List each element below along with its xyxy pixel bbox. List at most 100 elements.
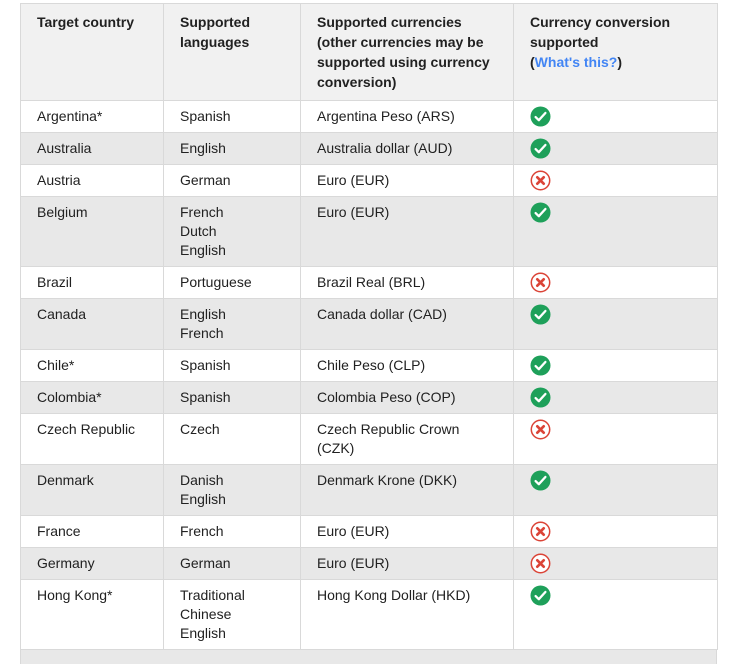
table-row: Australia English Australia dollar (AUD) <box>20 132 718 165</box>
languages-cell: Danish English <box>163 464 301 516</box>
header-supported-currencies-label: Supported currencies <box>317 14 462 30</box>
currency-cell: Czech Republic Crown (CZK) <box>300 413 514 465</box>
cutoff-next-row <box>20 650 717 664</box>
language-line: Czech <box>180 421 220 437</box>
languages-cell: Spanish <box>163 349 301 382</box>
languages-cell: English <box>163 132 301 165</box>
conversion-status-cell <box>513 100 718 133</box>
country-cell: Colombia* <box>20 381 164 414</box>
conversion-status-cell <box>513 196 718 267</box>
languages-cell: Czech <box>163 413 301 465</box>
check-circle-icon <box>530 106 701 127</box>
header-target-country: Target country <box>20 3 164 101</box>
country-cell: Belgium <box>20 196 164 267</box>
check-circle-icon <box>530 138 701 159</box>
currency-cell: Canada dollar (CAD) <box>300 298 514 350</box>
country-cell: Brazil <box>20 266 164 299</box>
table-row: Brazil Portuguese Brazil Real (BRL) <box>20 266 718 299</box>
country-cell: Germany <box>20 547 164 580</box>
languages-cell: Traditional Chinese English <box>163 579 301 650</box>
languages-cell: German <box>163 547 301 580</box>
language-line: French <box>180 523 224 539</box>
paren-close: ) <box>617 54 623 70</box>
country-support-table-wrap: Target country Supported languages Suppo… <box>20 3 736 650</box>
table-row: Colombia* Spanish Colombia Peso (COP) <box>20 381 718 414</box>
country-cell: Czech Republic <box>20 413 164 465</box>
language-line: Dutch <box>180 223 217 239</box>
paren-open: ( <box>530 54 535 70</box>
currency-cell: Chile Peso (CLP) <box>300 349 514 382</box>
languages-cell: Spanish <box>163 381 301 414</box>
table-row: Chile* Spanish Chile Peso (CLP) <box>20 349 718 382</box>
currency-cell: Euro (EUR) <box>300 196 514 267</box>
country-cell: Denmark <box>20 464 164 516</box>
language-line: German <box>180 172 231 188</box>
languages-cell: French Dutch English <box>163 196 301 267</box>
cross-circle-icon <box>530 170 701 191</box>
header-supported-languages: Supported languages <box>163 3 301 101</box>
table-row: Hong Kong* Traditional Chinese English Hong… <box>20 579 718 650</box>
table-row: Austria German Euro (EUR) <box>20 164 718 197</box>
country-cell: Austria <box>20 164 164 197</box>
language-line: Spanish <box>180 108 231 124</box>
conversion-status-cell <box>513 164 718 197</box>
language-line: Spanish <box>180 389 231 405</box>
country-cell: Argentina* <box>20 100 164 133</box>
table-row: Argentina* Spanish Argentina Peso (ARS) <box>20 100 718 133</box>
languages-cell: German <box>163 164 301 197</box>
cross-circle-icon <box>530 419 701 440</box>
country-cell: France <box>20 515 164 548</box>
check-circle-icon <box>530 202 701 223</box>
cross-circle-icon <box>530 553 701 574</box>
languages-cell: English French <box>163 298 301 350</box>
header-supported-languages-label: Supported languages <box>180 14 250 50</box>
language-line: French <box>180 204 224 220</box>
language-line: English <box>180 140 226 156</box>
country-cell: Australia <box>20 132 164 165</box>
conversion-status-cell <box>513 515 718 548</box>
country-support-table: Target country Supported languages Suppo… <box>20 3 718 650</box>
country-cell: Chile* <box>20 349 164 382</box>
currency-cell: Colombia Peso (COP) <box>300 381 514 414</box>
conversion-status-cell <box>513 547 718 580</box>
conversion-status-cell <box>513 579 718 650</box>
check-circle-icon <box>530 470 701 491</box>
conversion-status-cell <box>513 266 718 299</box>
header-supported-currencies-note: (other currencies may be supported using… <box>317 34 490 90</box>
language-line: English <box>180 491 226 507</box>
language-line: Portuguese <box>180 274 252 290</box>
language-line: English <box>180 242 226 258</box>
table-row: Germany German Euro (EUR) <box>20 547 718 580</box>
conversion-status-cell <box>513 464 718 516</box>
table-row: Canada English French Canada dollar (CAD) <box>20 298 718 350</box>
language-line: Danish <box>180 472 224 488</box>
languages-cell: Portuguese <box>163 266 301 299</box>
language-line: Spanish <box>180 357 231 373</box>
conversion-status-cell <box>513 349 718 382</box>
currency-cell: Euro (EUR) <box>300 164 514 197</box>
currency-cell: Euro (EUR) <box>300 515 514 548</box>
currency-cell: Argentina Peso (ARS) <box>300 100 514 133</box>
table-row: Belgium French Dutch English Euro (EUR) <box>20 196 718 267</box>
table-row: Czech Republic Czech Czech Republic Crown … <box>20 413 718 465</box>
table-header-row: Target country Supported languages Suppo… <box>20 3 718 101</box>
whats-this-link[interactable]: What's this? <box>534 54 618 70</box>
currency-cell: Euro (EUR) <box>300 547 514 580</box>
table-body: Argentina* Spanish Argentina Peso (ARS) Aus… <box>20 100 718 650</box>
check-circle-icon <box>530 355 701 376</box>
currency-cell: Australia dollar (AUD) <box>300 132 514 165</box>
languages-cell: Spanish <box>163 100 301 133</box>
language-line: English <box>180 306 226 322</box>
country-cell: Hong Kong* <box>20 579 164 650</box>
conversion-status-cell <box>513 298 718 350</box>
cross-circle-icon <box>530 272 701 293</box>
language-line: German <box>180 555 231 571</box>
header-supported-currencies: Supported currencies (other currencies m… <box>300 3 514 101</box>
table-row: Denmark Danish English Denmark Krone (DKK) <box>20 464 718 516</box>
currency-cell: Denmark Krone (DKK) <box>300 464 514 516</box>
currency-cell: Brazil Real (BRL) <box>300 266 514 299</box>
conversion-status-cell <box>513 381 718 414</box>
languages-cell: French <box>163 515 301 548</box>
country-cell: Canada <box>20 298 164 350</box>
cross-circle-icon <box>530 521 701 542</box>
